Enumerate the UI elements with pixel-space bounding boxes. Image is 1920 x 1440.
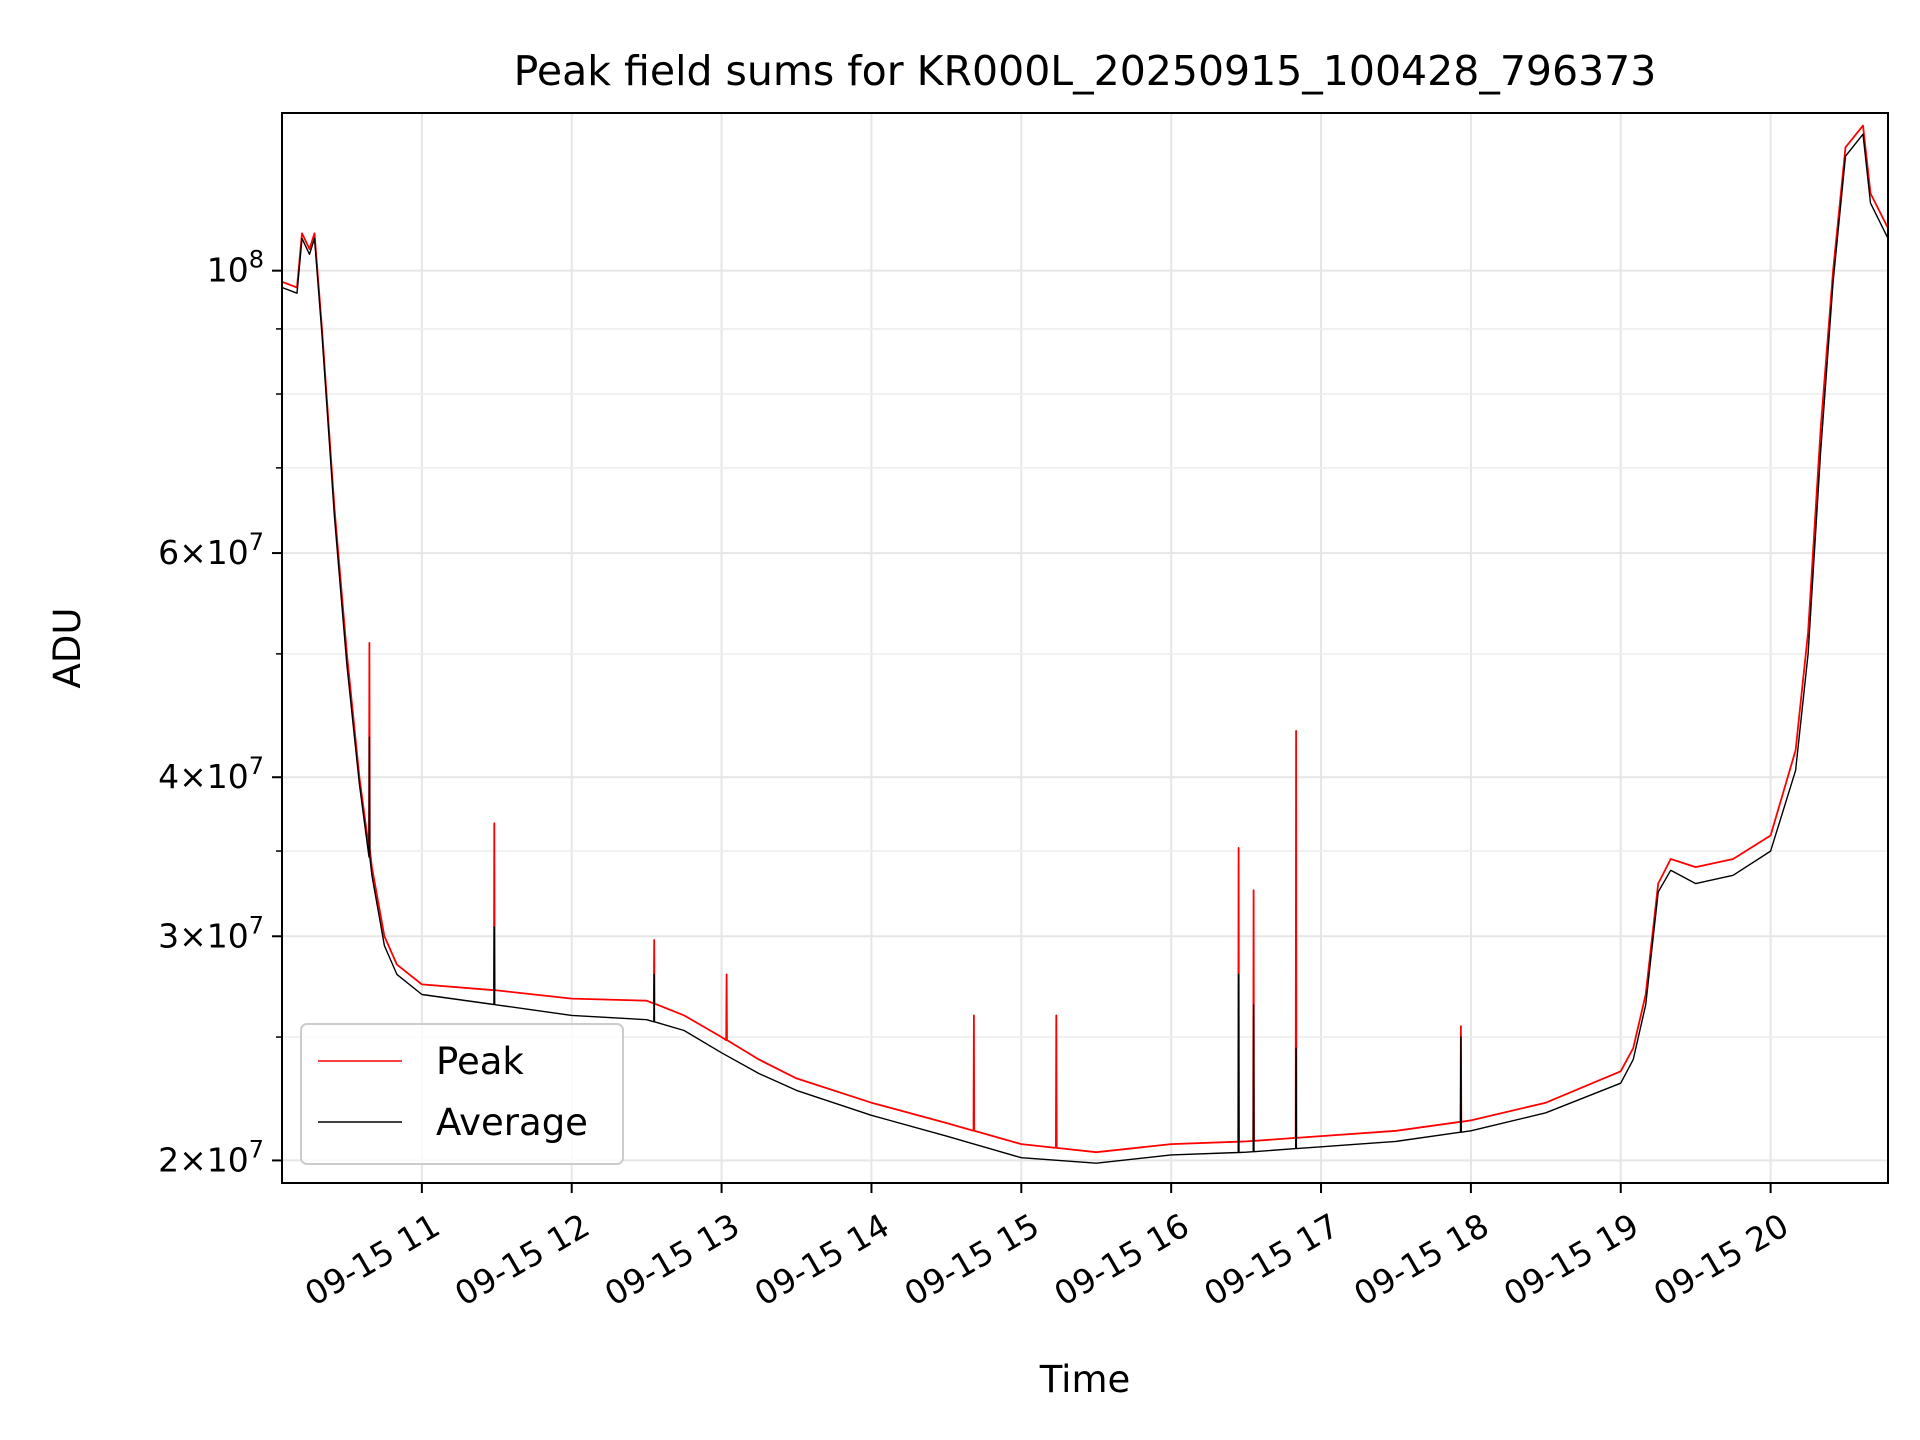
y-tick-label: 3×107 xyxy=(158,911,264,955)
chart-title: Peak field sums for KR000L_20250915_1004… xyxy=(514,47,1657,95)
grid xyxy=(282,113,1888,1183)
series-group xyxy=(281,124,1889,1164)
series-line-average xyxy=(281,133,1889,1164)
plot-frame xyxy=(281,112,1889,1184)
y-tick-label: 4×107 xyxy=(158,752,264,796)
x-axis-label: Time xyxy=(1039,1358,1131,1401)
y-axis-label: ADU xyxy=(46,608,89,689)
legend-label-average: Average xyxy=(436,1101,588,1144)
legend-label-peak: Peak xyxy=(436,1040,524,1083)
series-line-peak xyxy=(281,124,1889,1154)
legend: Peak Average xyxy=(300,1023,624,1165)
legend-box xyxy=(300,1023,624,1165)
y-tick-label: 2×107 xyxy=(158,1135,264,1179)
y-tick-label: 6×107 xyxy=(158,528,264,572)
